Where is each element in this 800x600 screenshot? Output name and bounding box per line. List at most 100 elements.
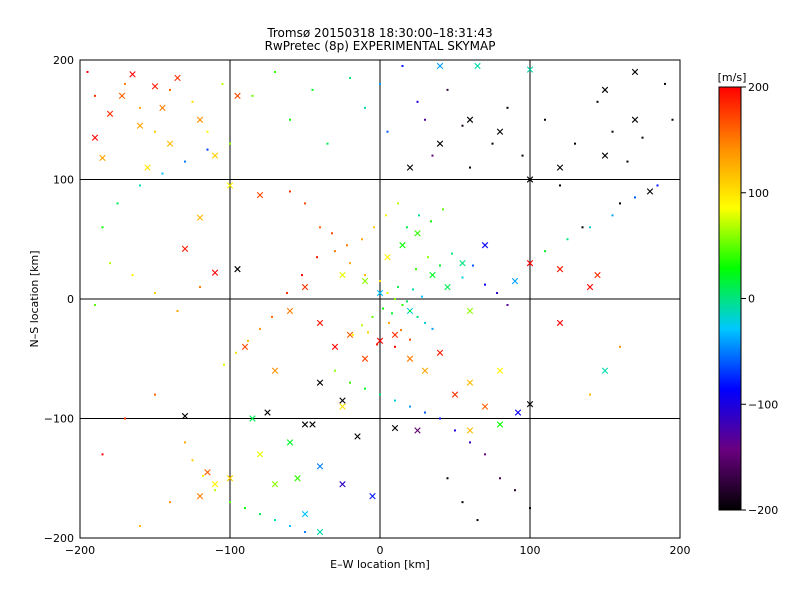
data-point-x — [331, 343, 339, 350]
data-point-dot — [454, 429, 456, 432]
data-point-dot — [430, 220, 432, 223]
data-point-x — [196, 116, 204, 123]
points-layer — [86, 62, 674, 536]
data-point-x — [526, 66, 534, 73]
data-point-x — [376, 337, 384, 345]
data-point-dot — [529, 507, 531, 510]
data-point-x — [406, 164, 414, 171]
data-point-dot — [596, 100, 599, 103]
data-point-x — [601, 152, 609, 159]
data-point-dot — [589, 226, 591, 229]
data-point-dot — [514, 489, 516, 492]
data-point-dot — [251, 94, 254, 97]
data-point-x — [264, 409, 271, 416]
data-point-x — [339, 397, 346, 404]
data-point-dot — [169, 88, 171, 91]
data-point-x — [211, 481, 219, 488]
data-point-dot — [259, 513, 261, 516]
x-tick-labels: −200 −100 0 100 200 — [65, 532, 691, 557]
data-point-x — [459, 259, 466, 267]
chart-title: Tromsø 20150318 18:30:00–18:31:43 — [267, 26, 493, 40]
data-point-x — [286, 439, 294, 446]
data-point-dot — [544, 250, 546, 253]
data-point-x — [511, 277, 519, 285]
data-point-dot — [139, 106, 141, 109]
data-point-dot — [416, 100, 419, 103]
data-point-x — [151, 83, 159, 90]
data-point-dot — [364, 274, 366, 277]
data-point-x — [196, 214, 204, 221]
data-point-dot — [352, 333, 354, 336]
y-axis-label: N–S location [km] — [28, 250, 41, 347]
data-point-dot — [304, 202, 306, 205]
data-point-x — [391, 424, 399, 432]
data-point-x — [226, 182, 234, 189]
data-point-dot — [521, 154, 524, 157]
data-point-x — [514, 409, 522, 416]
data-point-x — [414, 427, 421, 434]
data-point-dot — [400, 329, 402, 332]
data-point-dot — [214, 489, 216, 492]
chart-subtitle: RwPretec (8p) EXPERIMENTAL SKYMAP — [264, 39, 496, 53]
x-tick-label: −100 — [215, 544, 245, 557]
data-point-dot — [416, 315, 419, 318]
x-tick-label: 100 — [520, 544, 541, 557]
data-point-dot — [491, 142, 494, 145]
colorbar-label: [m/s] — [718, 71, 747, 84]
data-point-x — [271, 367, 279, 374]
data-point-x — [301, 421, 309, 428]
data-point-x — [444, 283, 451, 291]
data-point-dot — [139, 525, 141, 528]
data-point-x — [436, 349, 444, 356]
data-point-dot — [496, 292, 498, 295]
data-point-x — [361, 277, 369, 285]
data-point-dot — [311, 88, 314, 91]
data-point-x — [234, 92, 241, 100]
colorbar-tick-label: −100 — [748, 398, 778, 411]
data-point-dot — [124, 82, 126, 85]
data-point-dot — [361, 238, 363, 241]
data-point-dot — [124, 417, 126, 420]
data-point-x — [384, 253, 391, 261]
data-point-x — [646, 188, 654, 195]
data-point-dot — [386, 292, 389, 295]
data-point-dot — [401, 64, 404, 67]
data-point-x — [414, 230, 421, 237]
data-point-dot — [229, 501, 231, 504]
data-point-dot — [286, 292, 288, 295]
data-point-dot — [439, 264, 441, 267]
data-point-x — [631, 116, 639, 123]
data-point-dot — [289, 525, 291, 528]
data-point-x — [166, 140, 174, 147]
data-point-x — [556, 265, 564, 273]
data-point-dot — [394, 399, 396, 402]
data-point-x — [466, 427, 474, 434]
data-point-x — [309, 421, 316, 428]
data-point-x — [99, 154, 106, 162]
data-point-dot — [421, 295, 423, 298]
data-point-x — [174, 74, 181, 82]
data-point-dot — [349, 76, 351, 79]
data-point-x — [181, 412, 189, 420]
data-point-dot — [199, 286, 201, 289]
data-point-dot — [619, 345, 621, 348]
data-point-dot — [176, 309, 179, 312]
data-point-dot — [461, 124, 464, 127]
data-point-x — [211, 152, 219, 159]
data-point-dot — [626, 160, 629, 163]
data-point-dot — [409, 405, 411, 408]
data-point-x — [196, 492, 204, 500]
data-point-x — [376, 289, 384, 297]
data-point-x — [391, 331, 399, 339]
data-point-dot — [424, 411, 426, 414]
data-point-dot — [221, 82, 224, 85]
data-point-dot — [656, 184, 659, 187]
data-point-x — [294, 475, 301, 482]
data-point-dot — [379, 82, 381, 85]
data-point-dot — [611, 130, 614, 133]
data-point-dot — [388, 321, 390, 324]
data-point-dot — [94, 303, 96, 306]
data-point-x — [526, 259, 534, 267]
data-point-x — [249, 415, 256, 422]
data-point-x — [234, 265, 241, 273]
